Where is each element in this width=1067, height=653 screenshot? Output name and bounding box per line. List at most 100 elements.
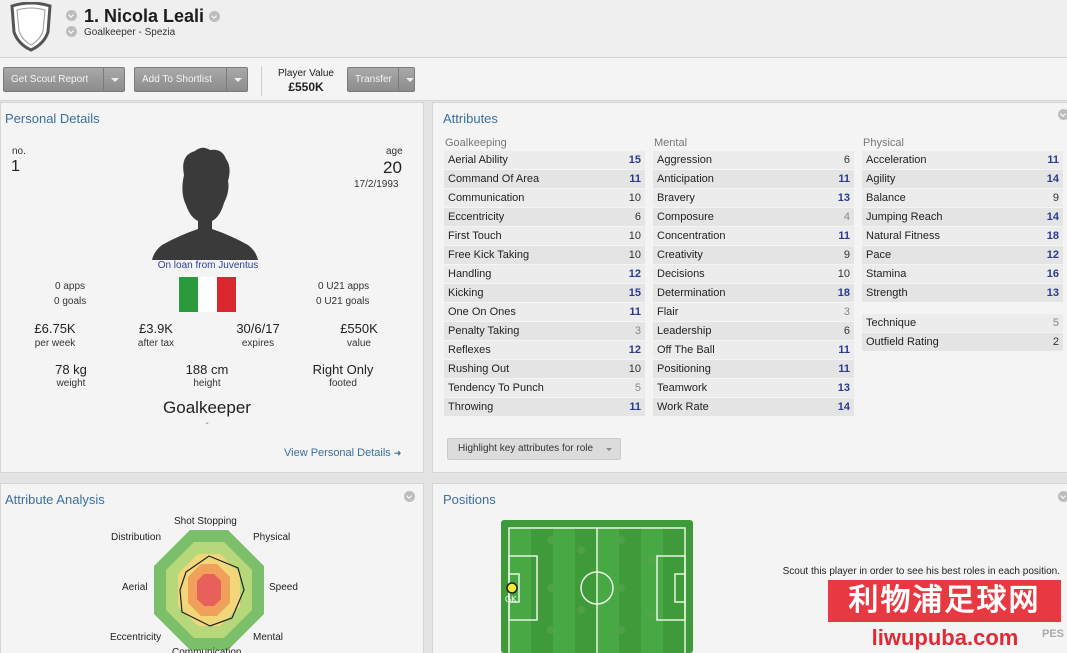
attribute-name: Tendency To Punch <box>448 382 544 394</box>
club-menu-icon[interactable] <box>66 26 77 37</box>
add-to-shortlist-button[interactable]: Add To Shortlist <box>134 67 248 92</box>
attribute-row-outfield-rating[interactable]: Outfield Rating 2 <box>862 333 1063 352</box>
attribute-row-stamina[interactable]: Stamina 16 <box>862 265 1063 284</box>
attribute-row-handling[interactable]: Handling 12 <box>444 265 645 284</box>
attribute-row-natural-fitness[interactable]: Natural Fitness 18 <box>862 227 1063 246</box>
attribute-value: 10 <box>628 192 641 204</box>
attribute-row-rushing-out[interactable]: Rushing Out 10 <box>444 360 645 379</box>
attribute-row-communication[interactable]: Communication 10 <box>444 189 645 208</box>
attribute-row-composure[interactable]: Composure 4 <box>653 208 854 227</box>
attribute-row-teamwork[interactable]: Teamwork 13 <box>653 379 854 398</box>
italy-flag-icon <box>179 277 236 312</box>
attribute-value: 2 <box>1052 336 1059 348</box>
player-name: 1. Nicola Leali <box>84 6 205 26</box>
player-subtitle[interactable]: Goalkeeper - Spezia <box>84 27 176 38</box>
attribute-row-balance[interactable]: Balance 9 <box>862 189 1063 208</box>
attribute-name: Determination <box>657 287 726 299</box>
attribute-value: 18 <box>837 287 850 299</box>
attribute-value: 14 <box>837 401 850 413</box>
personal-details-title: Personal Details <box>5 111 100 126</box>
attribute-row-anticipation[interactable]: Anticipation 11 <box>653 170 854 189</box>
radar-label-mental: Mental <box>253 632 284 643</box>
attribute-row-strength[interactable]: Strength 13 <box>862 284 1063 303</box>
goalkeeping-heading: Goalkeeping <box>445 137 507 149</box>
squad-number-label: no. <box>12 146 26 157</box>
player-value: £550K <box>288 80 324 94</box>
watermark-url: liwupuba.com <box>871 625 1019 650</box>
attribute-row-pace[interactable]: Pace 12 <box>862 246 1063 265</box>
attribute-row-jumping-reach[interactable]: Jumping Reach 14 <box>862 208 1063 227</box>
attribute-row-determination[interactable]: Determination 18 <box>653 284 854 303</box>
attribute-value: 11 <box>838 344 850 356</box>
attribute-row-off-the-ball[interactable]: Off The Ball 11 <box>653 341 854 360</box>
attribute-value: 6 <box>843 325 850 337</box>
contract-expires-label: expires <box>241 338 275 349</box>
attribute-value: 10 <box>628 249 641 261</box>
toolbar-divider <box>261 66 262 96</box>
highlight-role-attributes-button[interactable]: Highlight key attributes for role <box>447 438 621 460</box>
name-menu-icon[interactable] <box>209 11 220 22</box>
view-personal-details-link[interactable]: View Personal Details ➜ <box>284 447 401 459</box>
attribute-row-work-rate[interactable]: Work Rate 14 <box>653 398 854 417</box>
attribute-name: Technique <box>866 317 917 329</box>
attribute-row-throwing[interactable]: Throwing 11 <box>444 398 645 417</box>
positions-options-icon[interactable] <box>1058 491 1067 502</box>
attribute-row-creativity[interactable]: Creativity 9 <box>653 246 854 265</box>
attribute-name: Reflexes <box>448 344 491 356</box>
attribute-row-reflexes[interactable]: Reflexes 12 <box>444 341 645 360</box>
chevron-down-icon[interactable] <box>398 68 414 91</box>
attribute-row-one-on-ones[interactable]: One On Ones 11 <box>444 303 645 322</box>
attribute-row-agility[interactable]: Agility 14 <box>862 170 1063 189</box>
attribute-value: 5 <box>1052 317 1059 329</box>
radar-label-distribution: Distribution <box>111 532 162 543</box>
loan-status-link[interactable]: On loan from Juventus <box>157 260 259 271</box>
attribute-value: 3 <box>634 325 641 337</box>
attribute-row-flair[interactable]: Flair 3 <box>653 303 854 322</box>
get-scout-report-button[interactable]: Get Scout Report <box>3 67 125 92</box>
attribute-row-acceleration[interactable]: Acceleration 11 <box>862 151 1063 170</box>
attribute-value: 15 <box>628 154 641 166</box>
attribute-row-aerial-ability[interactable]: Aerial Ability 15 <box>444 151 645 170</box>
attribute-row-command-of-area[interactable]: Command Of Area 11 <box>444 170 645 189</box>
attribute-name: Rushing Out <box>448 363 510 375</box>
attribute-row-technique[interactable]: Technique 5 <box>862 314 1063 333</box>
attribute-row-aggression[interactable]: Aggression 6 <box>653 151 854 170</box>
attribute-row-positioning[interactable]: Positioning 11 <box>653 360 854 379</box>
weight-label: weight <box>56 378 86 389</box>
transfer-button[interactable]: Transfer <box>347 67 415 92</box>
attribute-row-penalty-taking[interactable]: Penalty Taking 3 <box>444 322 645 341</box>
attribute-name: Throwing <box>448 401 494 413</box>
attribute-row-kicking[interactable]: Kicking 15 <box>444 284 645 303</box>
attribute-row-leadership[interactable]: Leadership 6 <box>653 322 854 341</box>
attribute-name: Teamwork <box>657 382 708 394</box>
attributes-options-icon[interactable] <box>1058 109 1067 120</box>
attribute-value: 12 <box>628 344 641 356</box>
chevron-down-icon[interactable] <box>226 68 247 91</box>
player-menu-icon[interactable] <box>66 10 77 21</box>
footed-label: footed <box>329 378 357 389</box>
analysis-options-icon[interactable] <box>404 491 415 502</box>
attribute-value: 6 <box>634 211 641 223</box>
attribute-row-bravery[interactable]: Bravery 13 <box>653 189 854 208</box>
attribute-row-tendency-to-punch[interactable]: Tendency To Punch 5 <box>444 379 645 398</box>
radar-label-communication: Communication <box>172 647 242 653</box>
attribute-row-free-kick-taking[interactable]: Free Kick Taking 10 <box>444 246 645 265</box>
attribute-row-decisions[interactable]: Decisions 10 <box>653 265 854 284</box>
attribute-value: 11 <box>838 230 850 242</box>
wage-value: £6.75K <box>34 321 76 336</box>
attribute-row-eccentricity[interactable]: Eccentricity 6 <box>444 208 645 227</box>
transfer-label: Transfer <box>355 74 392 85</box>
player-value-label: Player Value <box>278 68 334 79</box>
date-of-birth: 17/2/1993 <box>354 179 399 190</box>
attribute-value: 5 <box>634 382 641 394</box>
attribute-row-concentration[interactable]: Concentration 11 <box>653 227 854 246</box>
attribute-value: 9 <box>843 249 850 261</box>
add-to-shortlist-label: Add To Shortlist <box>142 74 212 85</box>
squad-number: 1 <box>11 158 20 175</box>
attribute-analysis-title: Attribute Analysis <box>5 492 105 507</box>
chevron-down-icon[interactable] <box>103 68 124 91</box>
attribute-row-first-touch[interactable]: First Touch 10 <box>444 227 645 246</box>
attribute-value: 9 <box>1052 192 1059 204</box>
gk-position-marker[interactable] <box>506 582 518 594</box>
height-value: 188 cm <box>185 362 229 377</box>
